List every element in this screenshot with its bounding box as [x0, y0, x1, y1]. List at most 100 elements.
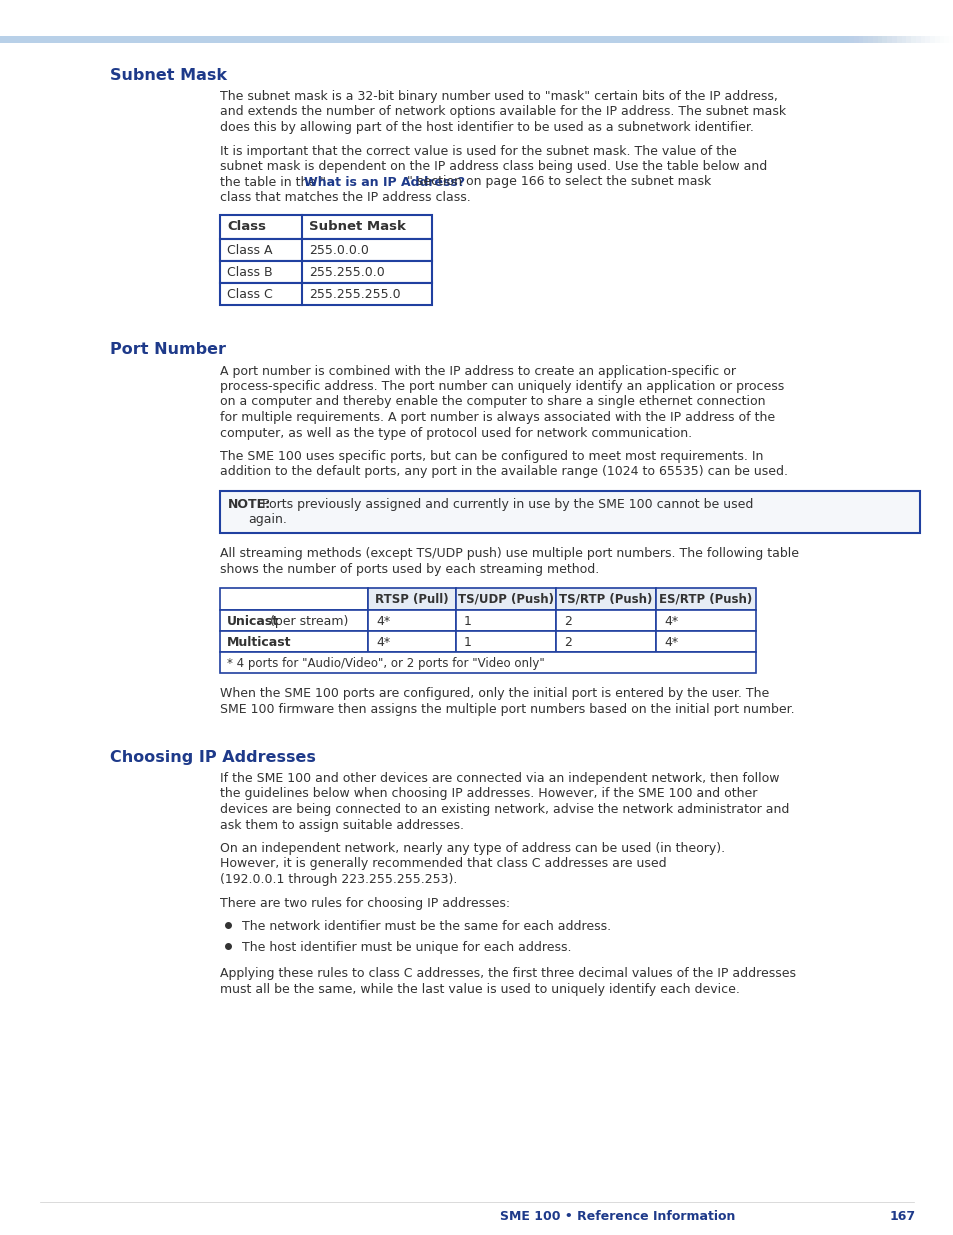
- Bar: [0, 36, 100, 43]
- Bar: [0, 36, 472, 43]
- Bar: [0, 36, 543, 43]
- Bar: [0, 36, 577, 43]
- Bar: [0, 36, 596, 43]
- Text: addition to the default ports, any port in the available range (1024 to 65535) c: addition to the default ports, any port …: [220, 466, 787, 478]
- Text: 1: 1: [463, 615, 472, 629]
- Bar: [0, 36, 691, 43]
- Bar: [0, 36, 86, 43]
- Bar: [0, 36, 238, 43]
- Bar: [0, 36, 233, 43]
- Bar: [0, 36, 310, 43]
- Bar: [0, 36, 872, 43]
- Text: " section on page 166 to select the subnet mask: " section on page 166 to select the subn…: [407, 175, 711, 189]
- Bar: [0, 36, 267, 43]
- Bar: [0, 36, 586, 43]
- Bar: [0, 36, 81, 43]
- Bar: [0, 36, 886, 43]
- Bar: [0, 36, 877, 43]
- Bar: [0, 36, 929, 43]
- Bar: [0, 36, 143, 43]
- Bar: [0, 36, 14, 43]
- Text: 1: 1: [463, 636, 472, 650]
- Bar: [0, 36, 24, 43]
- Bar: [0, 36, 95, 43]
- Bar: [0, 36, 481, 43]
- Bar: [220, 610, 368, 631]
- Bar: [220, 215, 432, 238]
- Text: process-specific address. The port number can uniquely identify an application o: process-specific address. The port numbe…: [220, 380, 783, 393]
- Bar: [0, 36, 777, 43]
- Text: shows the number of ports used by each streaming method.: shows the number of ports used by each s…: [220, 562, 598, 576]
- Text: Multicast: Multicast: [227, 636, 292, 650]
- Bar: [0, 36, 5, 43]
- Bar: [0, 36, 457, 43]
- Bar: [0, 36, 548, 43]
- Bar: [0, 36, 605, 43]
- Bar: [0, 36, 672, 43]
- Bar: [0, 36, 138, 43]
- Bar: [0, 36, 567, 43]
- Bar: [220, 238, 432, 261]
- Bar: [456, 610, 556, 631]
- Bar: [0, 36, 558, 43]
- Bar: [0, 36, 767, 43]
- Text: 4*: 4*: [375, 636, 390, 650]
- Bar: [0, 36, 748, 43]
- Text: the table in the ": the table in the ": [220, 175, 326, 189]
- Bar: [0, 36, 915, 43]
- Text: again.: again.: [248, 513, 287, 526]
- Bar: [0, 36, 772, 43]
- Text: Unicast: Unicast: [227, 615, 279, 629]
- Bar: [0, 36, 124, 43]
- Bar: [0, 36, 205, 43]
- Text: The network identifier must be the same for each address.: The network identifier must be the same …: [242, 920, 611, 932]
- Bar: [0, 36, 724, 43]
- Text: and extends the number of network options available for the IP address. The subn: and extends the number of network option…: [220, 105, 785, 119]
- Text: 4*: 4*: [663, 636, 678, 650]
- Bar: [0, 36, 815, 43]
- Bar: [0, 36, 253, 43]
- Bar: [0, 36, 257, 43]
- Bar: [0, 36, 505, 43]
- Text: must all be the same, while the last value is used to uniquely identify each dev: must all be the same, while the last val…: [220, 983, 740, 995]
- Bar: [0, 36, 367, 43]
- Bar: [0, 36, 148, 43]
- Text: 2: 2: [563, 636, 571, 650]
- Bar: [0, 36, 920, 43]
- Bar: [0, 36, 210, 43]
- Bar: [0, 36, 476, 43]
- Text: SME 100 firmware then assigns the multiple port numbers based on the initial por: SME 100 firmware then assigns the multip…: [220, 703, 794, 715]
- Bar: [0, 36, 639, 43]
- Bar: [0, 36, 133, 43]
- Bar: [0, 36, 824, 43]
- Bar: [0, 36, 600, 43]
- Bar: [556, 588, 656, 610]
- Bar: [456, 588, 556, 610]
- Bar: [0, 36, 262, 43]
- Bar: [0, 36, 681, 43]
- Bar: [0, 36, 319, 43]
- Bar: [0, 36, 696, 43]
- Text: Class B: Class B: [227, 266, 273, 279]
- Bar: [0, 36, 591, 43]
- Text: for multiple requirements. A port number is always associated with the IP addres: for multiple requirements. A port number…: [220, 411, 774, 424]
- Bar: [0, 36, 376, 43]
- Bar: [0, 36, 348, 43]
- Bar: [0, 36, 467, 43]
- Bar: [0, 36, 491, 43]
- Bar: [0, 36, 853, 43]
- Bar: [0, 36, 529, 43]
- Text: the guidelines below when choosing IP addresses. However, if the SME 100 and oth: the guidelines below when choosing IP ad…: [220, 788, 757, 800]
- Bar: [0, 36, 801, 43]
- Bar: [0, 36, 510, 43]
- Bar: [0, 36, 500, 43]
- Bar: [0, 36, 224, 43]
- Bar: [0, 36, 114, 43]
- Bar: [0, 36, 62, 43]
- Bar: [0, 36, 448, 43]
- Bar: [0, 36, 443, 43]
- Bar: [0, 36, 324, 43]
- Text: 2: 2: [563, 615, 571, 629]
- Text: SME 100 • Reference Information: SME 100 • Reference Information: [499, 1210, 735, 1223]
- Bar: [0, 36, 862, 43]
